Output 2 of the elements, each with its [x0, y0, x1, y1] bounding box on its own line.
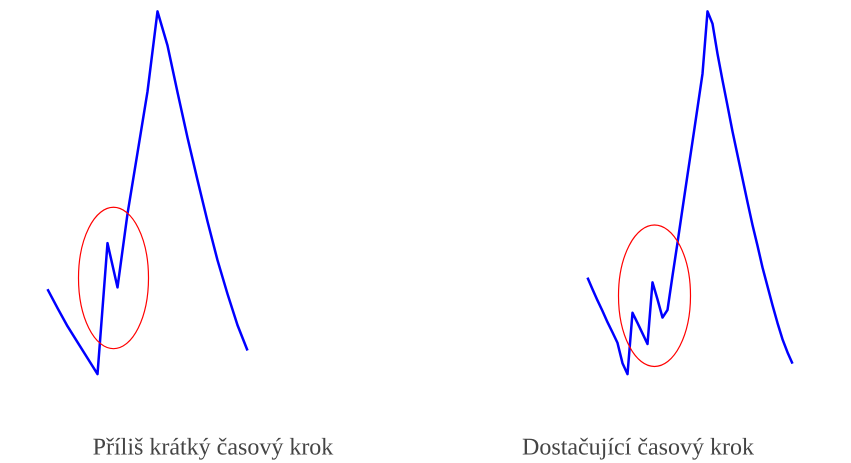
x-axis-title: Dostačující časový krok [522, 434, 754, 460]
x-axis-title: Příliš krátký časový krok [92, 434, 334, 460]
